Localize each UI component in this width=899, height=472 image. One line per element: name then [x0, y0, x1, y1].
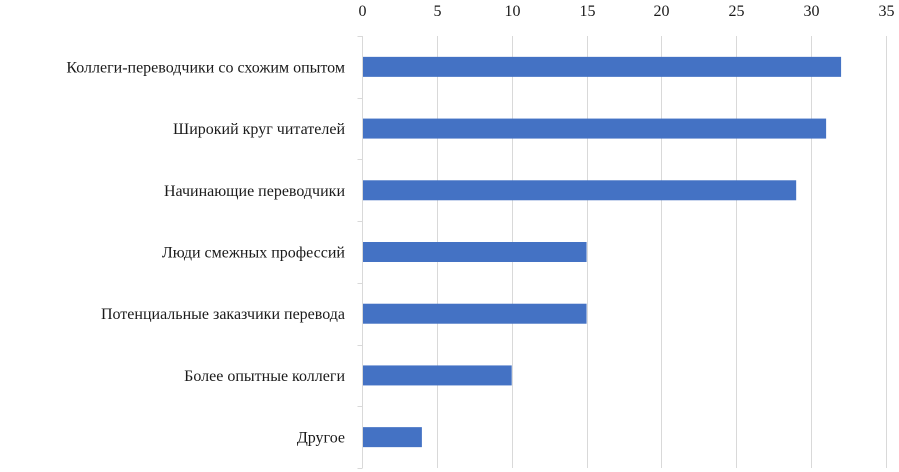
category-axis [357, 36, 363, 469]
gridlines [437, 36, 887, 468]
category-label: Широкий круг читателей [173, 121, 345, 138]
x-tick-label: 5 [434, 3, 442, 20]
x-tick-label: 15 [580, 3, 596, 20]
x-tick-label: 25 [729, 3, 745, 20]
x-tick-label: 0 [359, 3, 367, 20]
bar [363, 365, 512, 386]
value-axis-ticks: 0 5 10 15 20 25 30 35 [359, 3, 895, 20]
x-tick-label: 10 [505, 3, 521, 20]
bar [363, 180, 797, 201]
bar [363, 427, 422, 448]
category-label: Начинающие переводчики [164, 183, 346, 200]
x-tick-label: 20 [654, 3, 670, 20]
bar [363, 242, 587, 262]
category-label: Коллеги-переводчики со схожим опытом [66, 59, 345, 76]
bar [363, 303, 587, 324]
category-labels: Коллеги-переводчики со схожим опытом Широ… [66, 59, 345, 446]
bar [363, 118, 827, 139]
bar [363, 56, 842, 77]
bars [363, 56, 842, 448]
x-tick-label: 30 [804, 3, 820, 20]
category-label: Люди смежных профессий [162, 245, 346, 262]
category-label: Потенциальные заказчики перевода [101, 306, 345, 323]
category-label: Более опытные коллеги [184, 368, 345, 385]
x-tick-label: 35 [879, 3, 895, 20]
category-label: Другое [297, 430, 345, 447]
